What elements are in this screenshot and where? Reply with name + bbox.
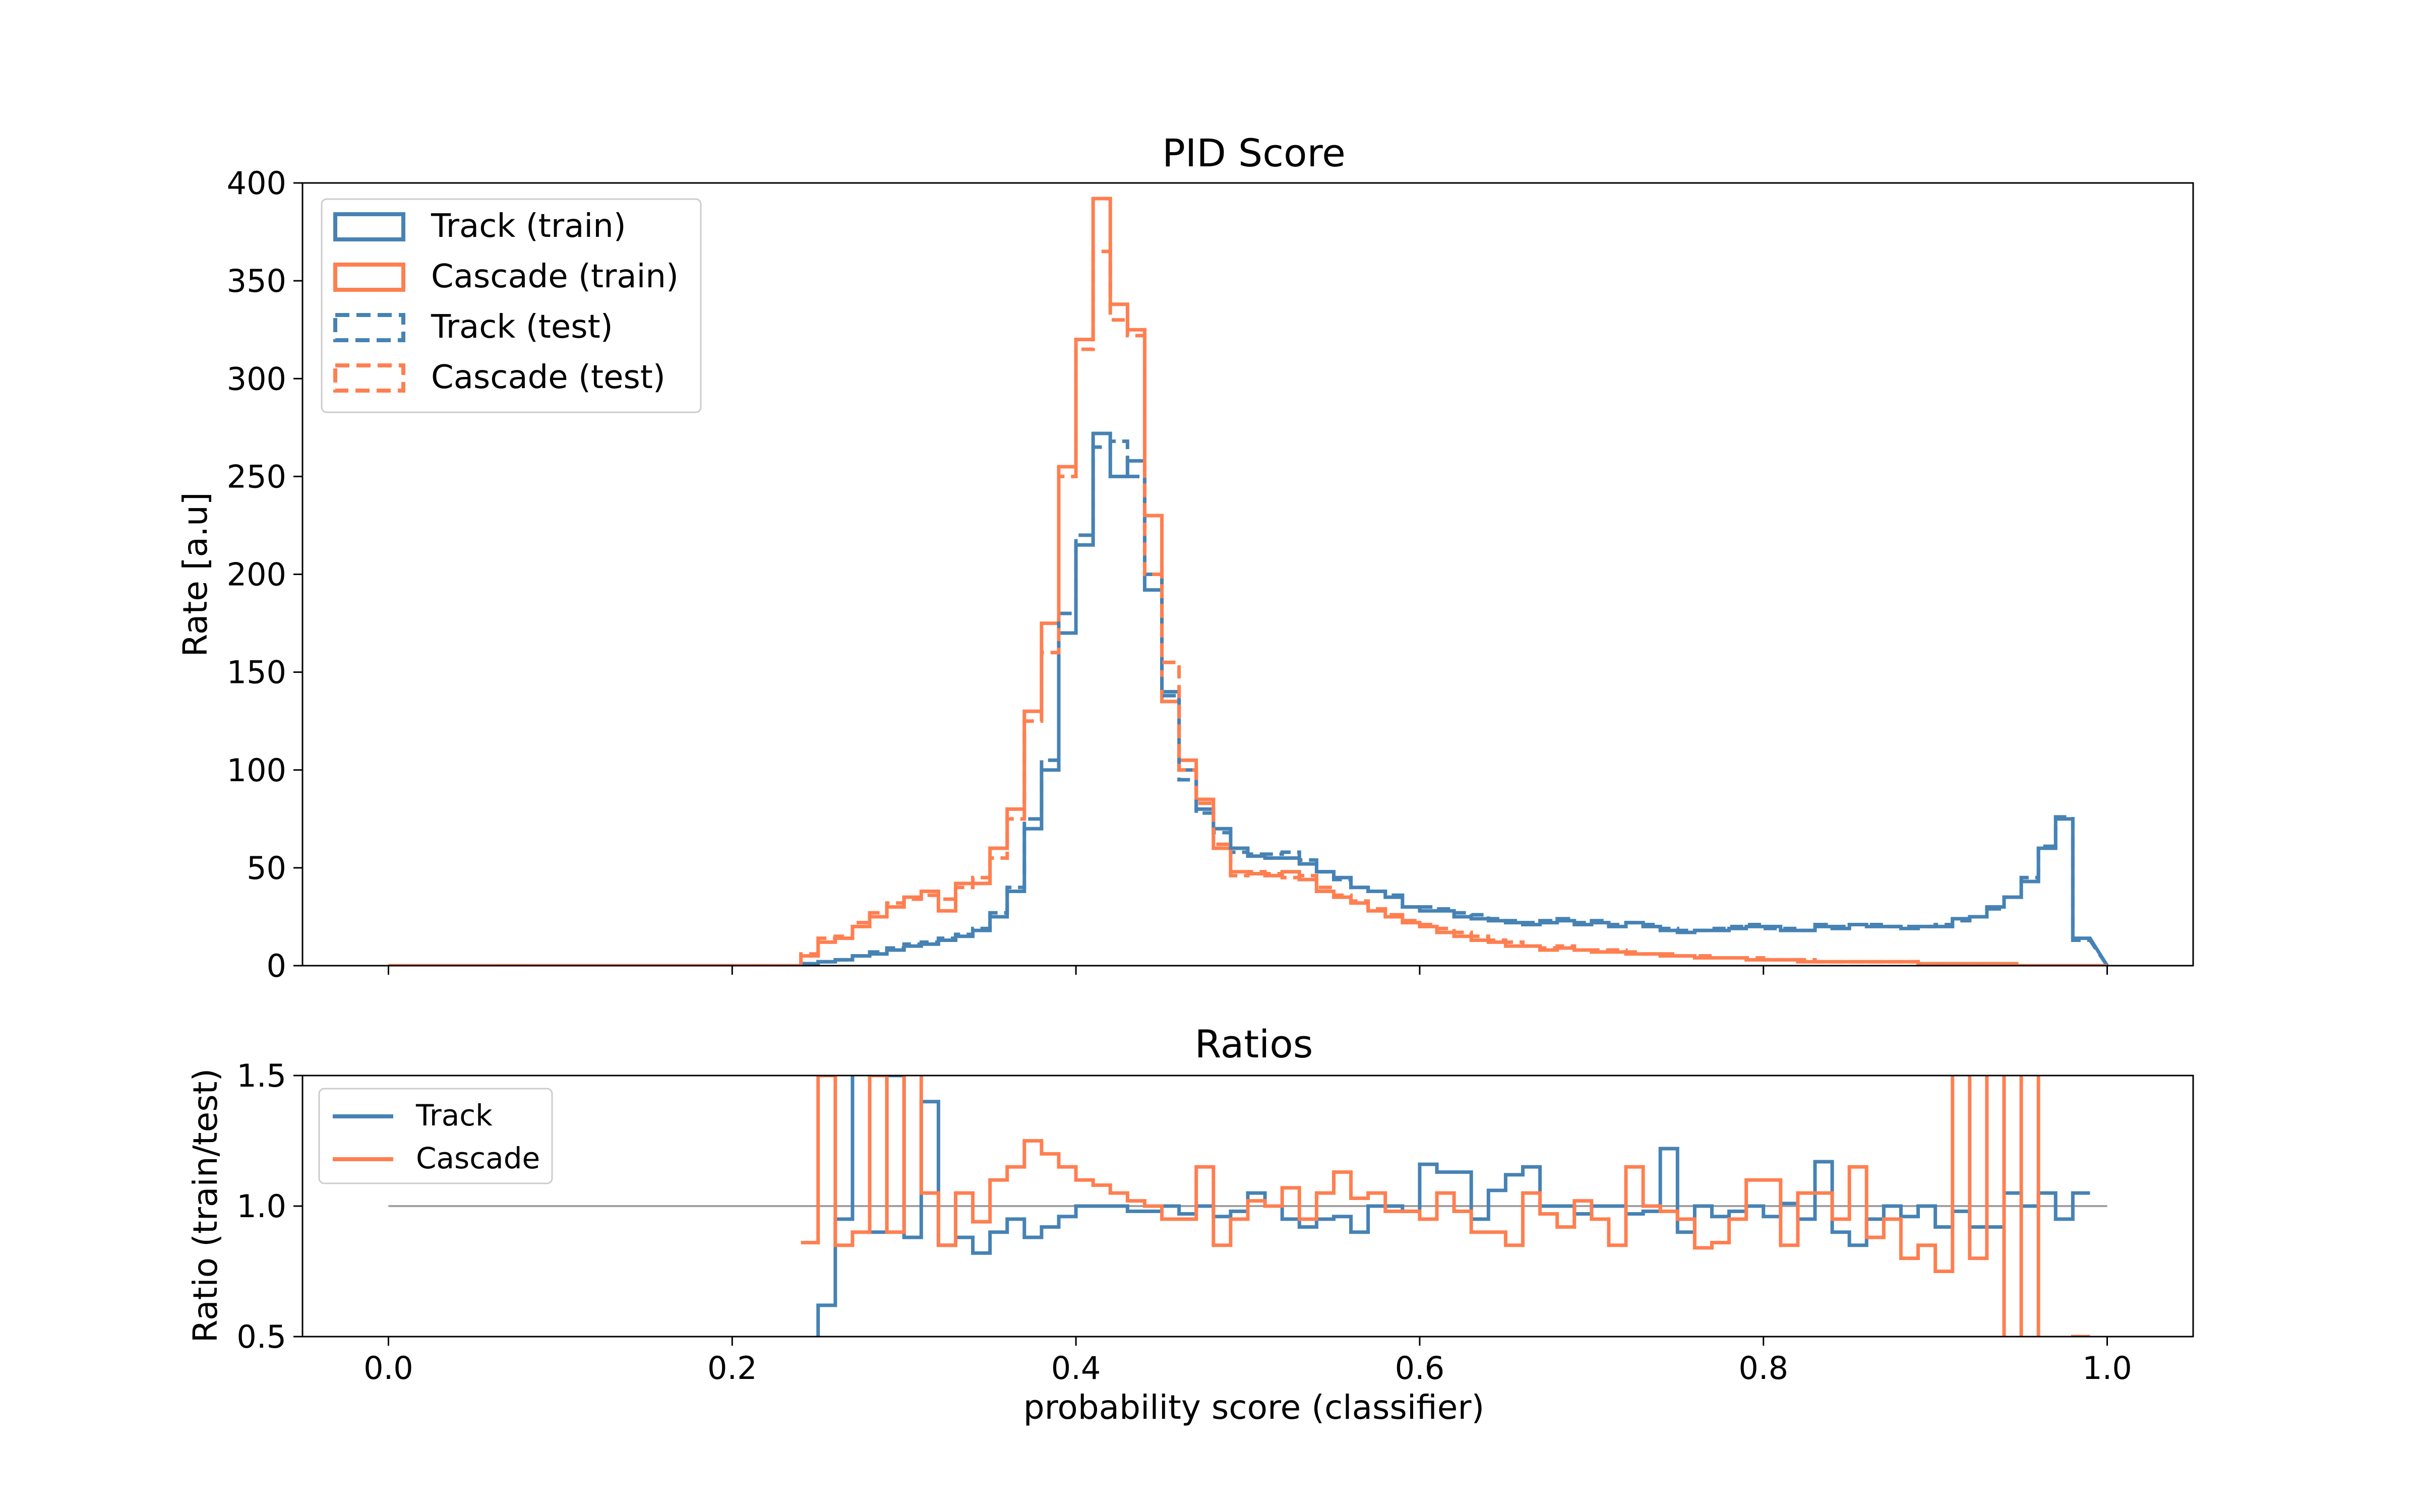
y-tick-label: 1.5 (236, 1057, 286, 1094)
y-tick-label: 0.5 (236, 1318, 286, 1355)
ratios-panel: Ratios Ratio (train/test) probability sc… (186, 1022, 2194, 1427)
x-tick-label: 0.4 (1051, 1350, 1101, 1387)
ratios-legend: Track Cascade (318, 1088, 553, 1184)
legend-entry-cascade: Cascade (333, 1141, 540, 1175)
cascade-train-legend-label: Cascade (train) (431, 258, 679, 295)
y-tick-label: 250 (227, 458, 286, 495)
y-tick-label: 200 (227, 556, 286, 593)
x-tick-label: 1.0 (2082, 1350, 2132, 1387)
ratios-title: Ratios (1195, 1022, 1313, 1066)
pid-score-axes-frame (301, 182, 2194, 967)
pid-score-title: PID Score (1162, 131, 1346, 175)
track-legend-label: Track (415, 1098, 493, 1132)
track-train-legend-label: Track (train) (431, 208, 626, 245)
y-tick-label: 0 (267, 948, 286, 984)
y-tick-label: 300 (227, 360, 286, 397)
ratio-line-cascade (801, 1076, 2090, 1337)
cascade-train-swatch (333, 263, 405, 292)
x-tick-label: 0.2 (707, 1350, 757, 1387)
pid-score-legend: Track (train) Cascade (train) Track (tes… (321, 198, 702, 413)
y-tick-label: 100 (227, 752, 286, 789)
y-tick-label: 50 (247, 850, 286, 887)
x-tick-label: 0.0 (364, 1350, 413, 1387)
legend-entry-cascade-test: Cascade (test) (333, 359, 666, 396)
histogram-track-train (388, 431, 2109, 966)
track-test-swatch (333, 313, 405, 342)
ratios-x-ticks: 0.0 0.2 0.4 0.6 0.8 1.0 (364, 1337, 2132, 1387)
legend-entry-track-test: Track (test) (333, 308, 613, 346)
ratio-lines (801, 1076, 2090, 1337)
pid-score-y-axis-label: Rate [a.u] (176, 492, 215, 657)
histogram-track-test (388, 439, 2109, 966)
cascade-test-legend-label: Cascade (test) (431, 359, 666, 396)
histogram-cascade-test (388, 249, 2107, 966)
track-test-legend-label: Track (test) (431, 308, 613, 346)
pid-score-legend-box (321, 198, 702, 413)
legend-entry-track: Track (333, 1098, 493, 1132)
ratios-x-axis-label: probability score (classifier) (1023, 1388, 1484, 1427)
pid-score-histograms (388, 197, 2109, 966)
pid-score-x-ticks (387, 966, 2108, 975)
cascade-legend-label: Cascade (416, 1141, 540, 1175)
pid-score-panel: PID Score Rate [a.u] 0 50 100 150 200 250 300 3… (176, 131, 2194, 984)
ratios-axes-frame (301, 1075, 2194, 1338)
legend-entry-track-train: Track (train) (333, 208, 626, 245)
x-tick-label: 0.8 (1738, 1350, 1788, 1387)
pid-score-y-ticks: 0 50 100 150 200 250 300 350 400 (227, 165, 302, 984)
legend-entry-cascade-train: Cascade (train) (333, 258, 679, 295)
ratio-line-track (816, 1076, 2090, 1337)
ratios-y-axis-label: Ratio (train/test) (186, 1068, 225, 1343)
y-tick-label: 1.0 (236, 1188, 286, 1225)
track-train-swatch (333, 212, 405, 241)
x-tick-label: 0.6 (1395, 1350, 1445, 1387)
ratios-y-ticks: 0.5 1.0 1.5 (236, 1057, 302, 1355)
y-tick-label: 150 (227, 654, 286, 691)
y-tick-label: 400 (227, 165, 286, 202)
y-tick-label: 350 (227, 263, 286, 299)
cascade-test-swatch (333, 363, 405, 393)
